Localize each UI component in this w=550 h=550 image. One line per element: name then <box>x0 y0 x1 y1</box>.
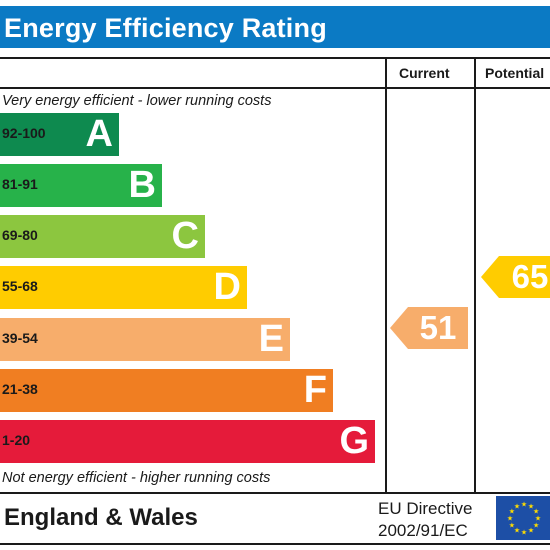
current-rating-arrow: 51 <box>390 307 468 349</box>
band-range: 1-20 <box>2 432 31 448</box>
title-bar: Energy Efficiency Rating <box>0 6 550 48</box>
footer-divider <box>0 492 550 494</box>
top-note: Very energy efficient - lower running co… <box>2 93 272 109</box>
band-f: 21-38 F <box>0 369 333 412</box>
page-title: Energy Efficiency Rating <box>4 13 327 43</box>
band-g: 1-20 G <box>0 420 375 463</box>
eu-star: ★ <box>528 527 534 535</box>
eu-directive-line2: 2002/91/EC <box>378 521 468 540</box>
column-divider-potential <box>474 57 476 494</box>
band-letter: C <box>171 215 199 257</box>
eu-directive: EU Directive 2002/91/EC <box>378 498 472 542</box>
band-letter: B <box>128 164 156 206</box>
potential-column-header: Potential <box>485 65 545 81</box>
eu-star: ★ <box>514 502 520 510</box>
current-column-header: Current <box>399 65 450 81</box>
potential-rating-arrow-fill <box>481 256 550 298</box>
potential-rating-arrow: 65 <box>481 256 550 298</box>
band-range: 69-80 <box>2 227 38 243</box>
eu-star: ★ <box>533 522 539 530</box>
rating-table <box>0 57 550 545</box>
current-rating-arrow-shape <box>390 307 468 349</box>
band-e: 39-54 E <box>0 318 290 361</box>
band-letter: E <box>258 318 284 360</box>
eu-flag-icon: ★ ★ ★ ★ ★ ★ ★ ★ ★ ★ ★ ★ <box>496 496 550 540</box>
header-divider <box>0 87 550 89</box>
band-range: 55-68 <box>2 278 38 294</box>
band-b: 81-91 B <box>0 164 162 207</box>
eu-star: ★ <box>507 515 513 523</box>
eu-star: ★ <box>509 508 515 516</box>
band-range: 39-54 <box>2 330 38 346</box>
eu-star: ★ <box>521 501 527 509</box>
eu-directive-line1: EU Directive <box>378 499 473 518</box>
band-letter: G <box>339 420 369 462</box>
potential-rating-value: 65 <box>511 258 549 295</box>
current-rating-arrow-fill <box>390 307 468 349</box>
eu-star: ★ <box>528 502 534 510</box>
eu-star: ★ <box>521 529 527 537</box>
band-c: 69-80 C <box>0 215 205 258</box>
eu-stars: ★ ★★★★★★★★★★★ <box>507 501 541 537</box>
eu-star: ★ <box>533 508 539 516</box>
band-range: 81-91 <box>2 176 38 192</box>
band-range: 92-100 <box>2 125 46 141</box>
band-letter: F <box>303 369 327 411</box>
bottom-note: Not energy efficient - higher running co… <box>2 470 271 486</box>
band-range: 21-38 <box>2 381 38 397</box>
band-letter: D <box>213 266 241 308</box>
eu-star: ★ <box>514 527 520 535</box>
band-a: 92-100 A <box>0 113 119 156</box>
eu-star: ★ <box>535 515 541 523</box>
potential-rating-arrow-shape <box>481 256 550 298</box>
eu-star: ★ <box>509 522 515 530</box>
region-label: England & Wales <box>4 504 198 531</box>
current-rating-value: 51 <box>419 309 457 346</box>
band-d: 55-68 D <box>0 266 247 309</box>
band-letter: A <box>85 113 113 155</box>
column-divider-current <box>385 57 387 494</box>
